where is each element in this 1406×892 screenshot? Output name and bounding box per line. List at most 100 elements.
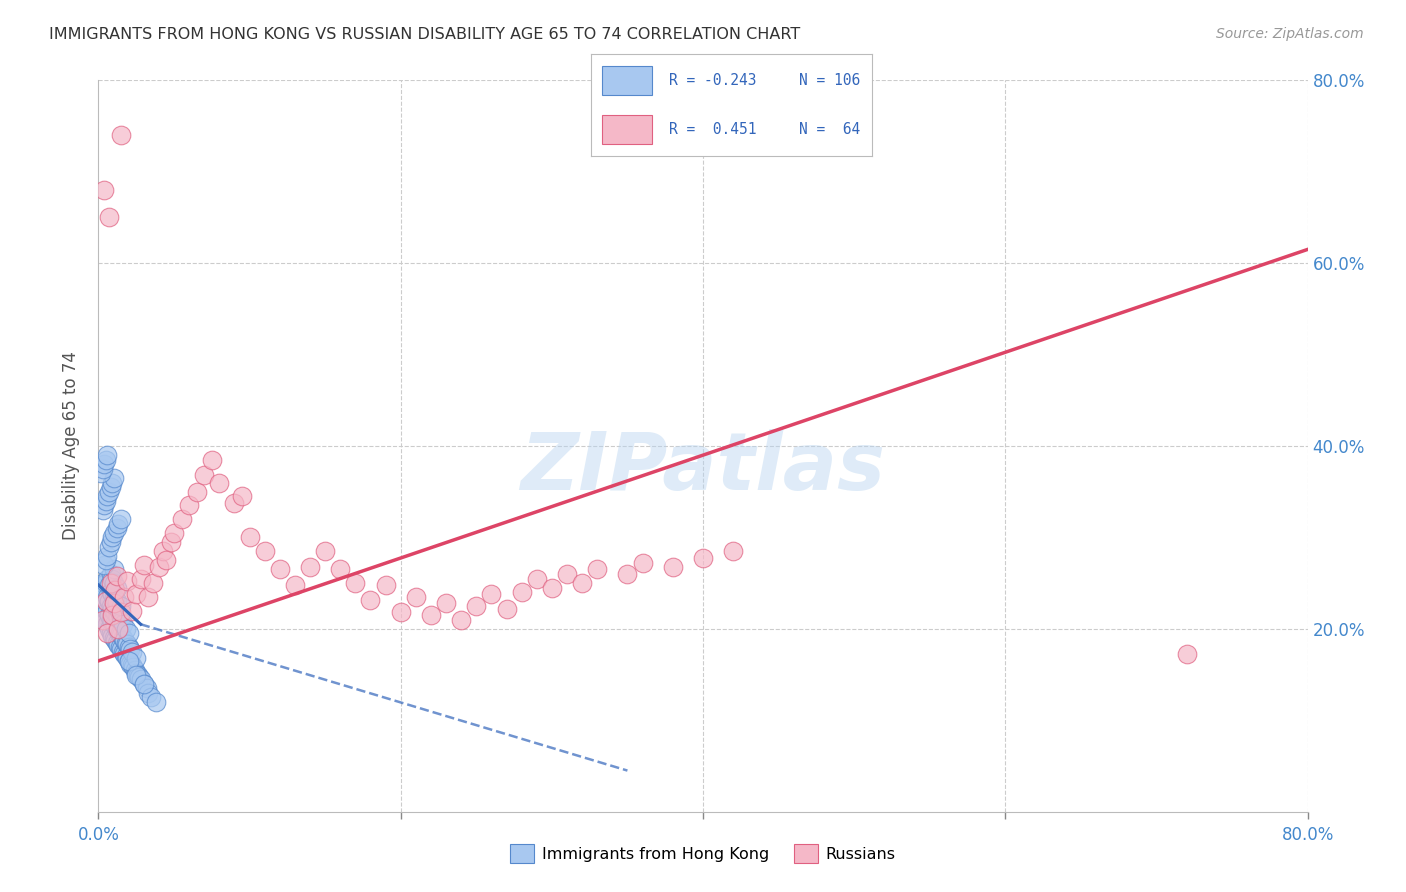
Point [98,594,121,608]
FancyBboxPatch shape [602,66,652,95]
Point [160,535,183,549]
Point [94,576,117,591]
Point [100,613,122,627]
Point [132,676,155,690]
Point [495,601,517,615]
Point [481,587,503,601]
Point [94,553,117,567]
Point [344,576,367,591]
Point [124,663,146,677]
Point [98,608,121,623]
Point [115,574,138,589]
Point [1175,648,1198,662]
Point [125,587,148,601]
Point [692,550,714,565]
Point [510,585,533,599]
Point [112,648,135,662]
Point [111,631,134,645]
Point [101,475,124,490]
Point [111,645,134,659]
Point [100,626,122,640]
Point [120,642,142,657]
Point [105,608,128,623]
Point [118,626,141,640]
Point [91,462,114,476]
Point [723,544,745,558]
Point [101,601,124,615]
Point [103,617,125,632]
Point [108,626,131,640]
Point [107,622,129,636]
Point [110,642,132,657]
Point [231,489,253,503]
Point [118,654,141,668]
Point [135,681,157,696]
Point [115,637,138,651]
Point [136,590,159,604]
Point [105,635,128,649]
Point [616,567,638,582]
Point [103,576,125,591]
Text: IMMIGRANTS FROM HONG KONG VS RUSSIAN DISABILITY AGE 65 TO 74 CORRELATION CHART: IMMIGRANTS FROM HONG KONG VS RUSSIAN DIS… [49,27,800,42]
Point [136,686,159,700]
Point [93,608,115,623]
Point [94,494,117,508]
Point [101,587,124,601]
Point [122,660,145,674]
Point [105,594,128,608]
Point [101,615,124,629]
Point [163,525,186,540]
Point [389,606,412,620]
Point [120,657,142,671]
Point [540,581,562,595]
Point [98,578,121,592]
Point [434,596,457,610]
Point [142,576,165,591]
Point [94,594,117,608]
Point [93,499,115,513]
Point [107,610,129,624]
Point [115,651,138,665]
Point [101,572,124,586]
Point [125,651,148,665]
Point [103,603,125,617]
Y-axis label: Disability Age 65 to 74: Disability Age 65 to 74 [62,351,80,541]
FancyBboxPatch shape [602,115,652,144]
Point [329,562,352,576]
Point [101,629,124,643]
Point [101,608,124,623]
Point [193,468,215,483]
Point [93,558,115,572]
Point [170,512,193,526]
Point [110,599,132,613]
Text: N =  64: N = 64 [799,122,860,137]
Text: R = -0.243: R = -0.243 [669,72,756,87]
Point [110,615,132,629]
Point [104,606,127,620]
Point [105,581,128,595]
Point [269,562,291,576]
Point [94,613,117,627]
Point [93,183,115,197]
Point [112,590,135,604]
Point [155,553,177,567]
Point [103,631,125,645]
Point [104,583,127,598]
Point [465,599,488,613]
Point [105,521,128,535]
Point [114,635,136,649]
Point [110,606,132,620]
Legend: Immigrants from Hong Kong, Russians: Immigrants from Hong Kong, Russians [505,838,901,870]
Point [110,512,132,526]
Point [121,645,143,659]
Point [127,667,149,681]
Point [253,544,276,558]
Point [110,628,132,642]
Point [107,624,129,638]
Point [571,576,593,591]
Point [108,640,131,655]
Point [314,544,336,558]
Point [179,499,201,513]
Point [100,599,122,613]
Point [121,603,143,617]
